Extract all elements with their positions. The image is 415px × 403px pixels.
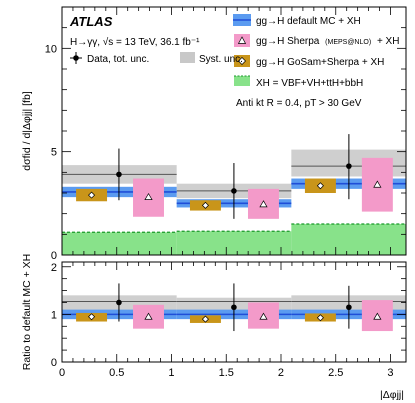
- ratio-data-point: [346, 304, 352, 311]
- x-tick-label: 0: [59, 367, 65, 379]
- main-sherpa-marker: [373, 180, 382, 188]
- main-xh-bar: [62, 232, 177, 255]
- x-tick-label: 2.5: [328, 367, 343, 379]
- main-axis-ticks: 0 5 10: [45, 6, 406, 262]
- main-gosam-marker: [316, 182, 324, 190]
- legend-default-mc: gg→H default MC + XH: [256, 16, 361, 27]
- main-y-tick-label: 10: [45, 43, 57, 55]
- legend-gosam-marker: [238, 57, 246, 65]
- ratio-data-point: [231, 304, 237, 311]
- main-data-points: [116, 134, 352, 219]
- x-tick-label: 0.5: [109, 367, 124, 379]
- x-tick-label: 1: [168, 367, 174, 379]
- main-xh-bars: [62, 223, 406, 255]
- main-sherpa-boxes: [133, 157, 393, 219]
- legend-sherpa-marker: [237, 36, 247, 44]
- main-xh-bar: [291, 224, 406, 255]
- main-sherpa-marker: [259, 200, 268, 208]
- main-y-axis-label: dσfid / d|Δφjj| [fb]: [21, 91, 33, 171]
- main-data-point: [346, 163, 352, 169]
- ratio-sherpa-boxes: [133, 300, 393, 332]
- main-data-point: [116, 171, 122, 178]
- legend-sherpa-text: gg→H Sherpa: [256, 36, 320, 47]
- main-xh-bar: [176, 231, 292, 255]
- ratio-sherpa-marker: [259, 312, 268, 320]
- ratio-data-points: [116, 283, 352, 332]
- main-gosam-boxes: [76, 178, 336, 211]
- main-y-tick-label: 0: [51, 250, 57, 262]
- legend-xh: XH = VBF+VH+ttH+bbH: [256, 78, 363, 89]
- legend-sherpa-tag: (MEPS@NLO): [325, 39, 371, 46]
- legend-data: Data, tot. unc.: [87, 54, 149, 65]
- ratio-y-tick-label: 0: [51, 357, 57, 369]
- x-tick-label: 2: [278, 367, 284, 379]
- ratio-gosam-boxes: [76, 312, 336, 323]
- legend-syst-swatch: [180, 52, 195, 63]
- main-sherpa-marker: [144, 192, 153, 200]
- ratio-gosam-marker: [316, 314, 324, 322]
- ratio-y-axis-label: Ratio to default MC + XH: [21, 254, 33, 370]
- process-label: H→γγ, √s = 13 TeV, 36.1 fb⁻¹: [70, 36, 200, 48]
- experiment-label: ATLAS: [69, 14, 113, 29]
- ratio-y-tick-label: 1: [51, 309, 57, 321]
- legend-sherpa: gg→H Sherpa (MEPS@NLO) + XH: [256, 36, 399, 47]
- ratio-frame: [61, 261, 407, 363]
- ratio-gosam-marker: [201, 315, 209, 323]
- legend-xh-swatch: [234, 76, 250, 86]
- main-gosam-marker: [88, 191, 96, 199]
- main-y-tick-label: 5: [51, 147, 57, 159]
- main-data-point: [231, 188, 237, 194]
- x-axis-label: |Δφjj|: [380, 389, 404, 401]
- main-gosam-marker: [201, 201, 209, 209]
- ratio-gosam-marker: [88, 313, 96, 321]
- ratio-sherpa-marker: [144, 312, 153, 320]
- legend-syst: Syst. unc.: [199, 54, 243, 65]
- legend-sherpa-suffix: + XH: [377, 36, 400, 47]
- selection-label: Anti kt R = 0.4, pT > 30 GeV: [236, 98, 362, 109]
- ratio-axis-ticks: 0 0.5 1 1.5 2 2.5 3 0 1 2: [51, 262, 406, 379]
- legend-gosam: gg→H GoSam+Sherpa + XH: [256, 57, 384, 68]
- legend-data-marker: [73, 55, 79, 61]
- ratio-y-tick-label: 2: [51, 262, 57, 274]
- x-tick-label: 1.5: [219, 367, 234, 379]
- x-tick-label: 3: [387, 367, 393, 379]
- legend: gg→H default MC + XH gg→H Sherpa (MEPS@N…: [70, 14, 399, 89]
- ratio-sherpa-marker: [373, 312, 382, 320]
- ratio-data-point: [116, 299, 122, 306]
